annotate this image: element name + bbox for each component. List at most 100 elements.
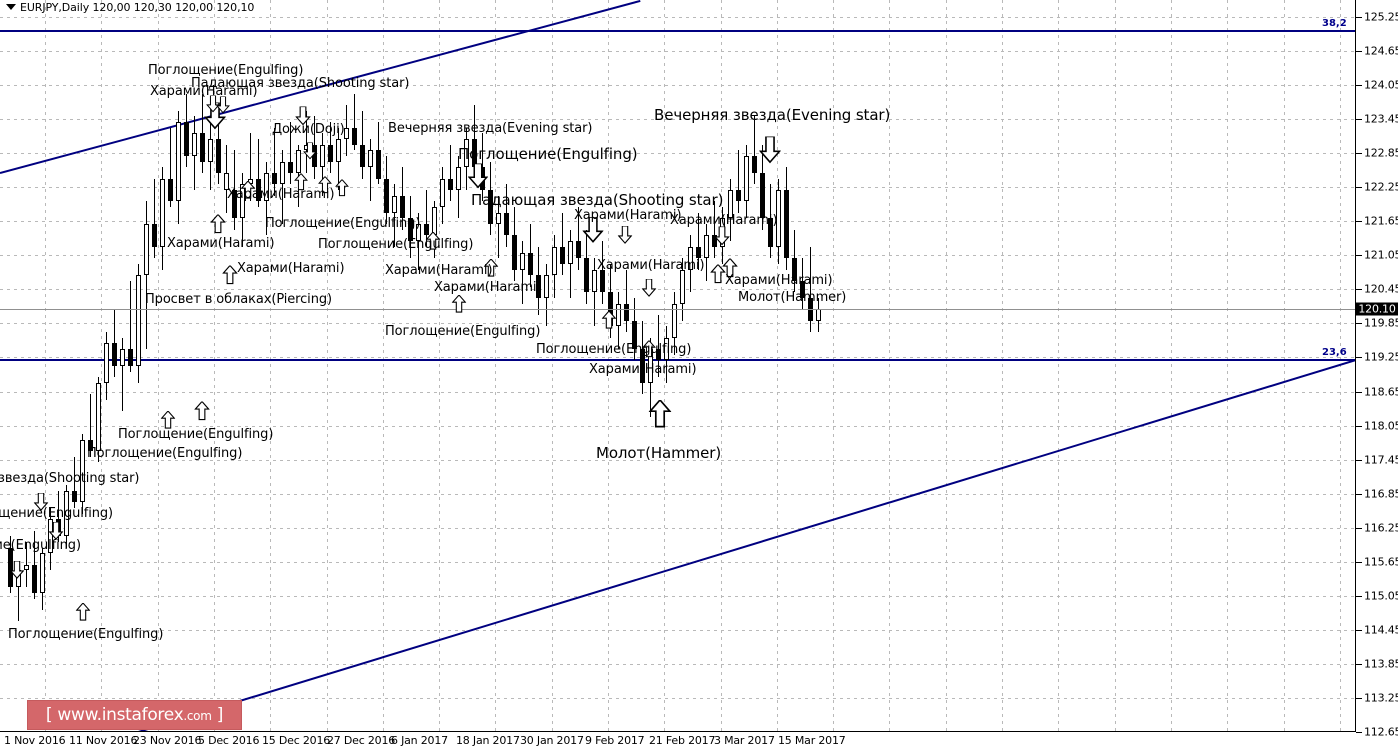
candle-body (736, 190, 741, 202)
time-scale[interactable]: 1 Nov 2016 11 Nov 2016 23 Nov 2016 5 Dec 20… (0, 732, 1356, 751)
pattern-label: Харами(Harami) (434, 280, 542, 295)
candle-body (728, 190, 733, 219)
gridline-vertical (721, 0, 722, 732)
gridline-horizontal (0, 357, 1355, 358)
candle-wick (122, 337, 123, 412)
candle-wick (754, 116, 755, 185)
arrow-up-icon (483, 259, 499, 277)
pattern-label: Поглощение(Engulfing) (8, 627, 164, 642)
arrow-down-icon (468, 163, 488, 189)
candle-body (128, 348, 133, 366)
candle-wick (370, 139, 371, 202)
gridline-vertical (777, 0, 778, 732)
candle-body (512, 235, 517, 270)
candle-wick (562, 212, 563, 276)
gridline-horizontal (0, 664, 1355, 665)
gridline-horizontal (0, 596, 1355, 597)
price-tick (1356, 17, 1362, 18)
candle-body (768, 218, 773, 247)
gridline-horizontal (0, 698, 1355, 699)
gridline-vertical (101, 0, 102, 732)
candle-body (184, 122, 189, 157)
candle-body (712, 235, 717, 247)
candle-body (776, 190, 781, 247)
price-tick-label: 113.25 (1364, 691, 1398, 705)
candle-body (272, 173, 277, 185)
price-tick (1356, 460, 1362, 461)
price-tick-label: 114.45 (1364, 623, 1398, 637)
candle-wick (130, 280, 131, 372)
price-tick (1356, 153, 1362, 154)
candle-body (192, 133, 197, 157)
price-tick-label: 118.65 (1364, 385, 1398, 399)
chart-menu-caret-icon[interactable] (6, 4, 16, 10)
pattern-label: Молот(Hammer) (596, 444, 722, 462)
candle-body (344, 127, 349, 140)
candle-wick (154, 178, 155, 259)
fibonacci-label: 38,2 (1322, 18, 1347, 29)
candle-body (288, 161, 293, 174)
candle-body (784, 190, 789, 259)
gridline-horizontal (0, 85, 1355, 86)
gridline-vertical (439, 0, 440, 732)
candle-body (440, 178, 445, 208)
pattern-label: Харами(Harami) (227, 187, 335, 202)
arrow-up-icon (648, 400, 672, 428)
pattern-label: Вечерняя звезда(Evening star) (388, 121, 593, 136)
price-tick (1356, 119, 1362, 120)
candle-wick (362, 110, 363, 179)
gridline-vertical (383, 0, 384, 732)
candle-body (264, 173, 269, 202)
price-tick (1356, 562, 1362, 563)
price-tick (1356, 255, 1362, 256)
gridline-vertical (608, 0, 609, 732)
candle-body (232, 190, 237, 219)
candle-body (416, 224, 421, 242)
plot-right-border (1355, 0, 1356, 732)
arrow-up-icon (75, 603, 91, 621)
candle-body (672, 303, 677, 338)
candle-wick (714, 201, 715, 259)
arrow-down-icon (9, 561, 25, 579)
price-tick (1356, 289, 1362, 290)
candle-body (504, 212, 509, 236)
pattern-label: Харами(Harami) (725, 273, 833, 288)
candle-wick (146, 201, 147, 349)
arrow-down-icon (582, 217, 604, 243)
pattern-label: Поглощение(Engulfing) (87, 446, 243, 461)
price-scale[interactable]: 125.25 124.65 124.05 123.45 122.85 122.25 121.… (1356, 0, 1398, 739)
pattern-label: Харами(Harami) (597, 258, 705, 273)
candle-body (216, 139, 221, 174)
candle-wick (426, 190, 427, 247)
candle-wick (418, 212, 419, 270)
chart-plot-area[interactable]: Поглощение(Engulfing) Харами(Harami) Падаю… (0, 0, 1355, 732)
arrow-down-icon (48, 522, 64, 540)
gridline-vertical (45, 0, 46, 732)
candle-body (296, 150, 301, 174)
candle-body (632, 320, 637, 349)
price-tick-label: 113.85 (1364, 657, 1398, 671)
candle-body (48, 519, 53, 554)
pattern-label: Просвет в облаках(Piercing) (145, 292, 332, 307)
price-tick-label: 117.45 (1364, 453, 1398, 467)
price-tick (1356, 357, 1362, 358)
gridline-horizontal (0, 119, 1355, 120)
candle-body (408, 218, 413, 242)
candle-body (88, 439, 93, 452)
gridline-vertical (1115, 0, 1116, 732)
gridline-horizontal (0, 426, 1355, 427)
price-tick-label: 119.25 (1364, 350, 1398, 364)
candle-body (584, 258, 589, 293)
pattern-label: ние(Engulfing) (0, 538, 81, 553)
arrow-down-icon (33, 493, 49, 511)
candle-body (136, 275, 141, 366)
candle-wick (354, 93, 355, 151)
gridline-vertical (1284, 0, 1285, 732)
candle-body (120, 348, 125, 366)
candle-body (104, 343, 109, 384)
candle-wick (450, 144, 451, 202)
arrow-down-icon (759, 136, 781, 164)
pattern-label: Поглощение(Engulfing) (148, 63, 304, 78)
candle-body (200, 133, 205, 162)
price-tick-label: 122.25 (1364, 180, 1398, 194)
